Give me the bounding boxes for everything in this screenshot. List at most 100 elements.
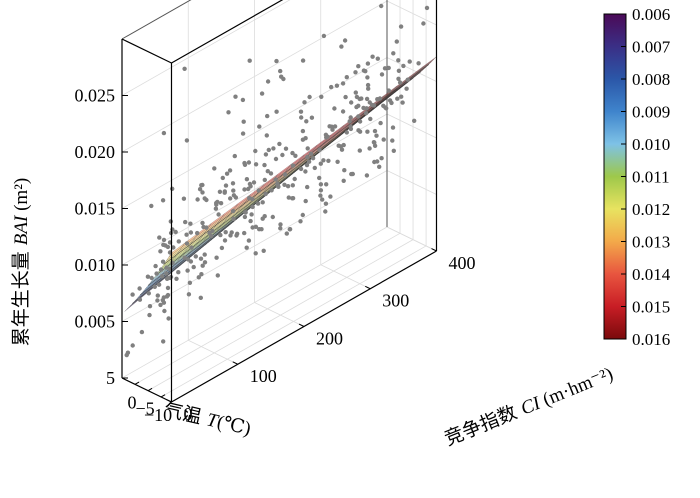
scatter-point xyxy=(372,128,378,134)
scatter-point xyxy=(356,103,361,109)
scatter-point xyxy=(279,74,284,79)
y-tick-label: 200 xyxy=(316,328,343,348)
scatter-point xyxy=(158,249,163,254)
scatter-point xyxy=(130,343,135,348)
z-tick-label: 5 xyxy=(106,368,115,388)
colorbar-tick-label: 0.011 xyxy=(632,168,670,187)
scatter-point xyxy=(158,267,164,272)
scatter-point xyxy=(394,39,399,44)
scatter-point xyxy=(278,68,283,74)
scatter-point xyxy=(364,173,370,178)
scatter-point xyxy=(300,212,305,218)
scatter-point xyxy=(233,195,239,200)
colorbar-tick-label: 0.012 xyxy=(632,200,670,219)
scatter-point xyxy=(154,271,159,276)
scatter-point xyxy=(164,271,169,276)
scatter-point xyxy=(293,153,298,158)
scatter-point xyxy=(407,59,412,64)
scatter-point xyxy=(244,245,249,250)
scatter-point xyxy=(400,100,405,105)
scatter-point xyxy=(377,164,382,169)
scatter-point xyxy=(161,300,167,305)
colorbar-tick-label: 0.013 xyxy=(632,233,670,252)
colorbar-tick-label: 0.015 xyxy=(632,298,670,317)
scatter-point xyxy=(290,163,296,168)
scatter-point xyxy=(412,118,417,124)
scatter-point xyxy=(264,133,269,138)
scatter-point xyxy=(357,119,363,124)
z-axis-label: 累年生长量 BAI (m²) xyxy=(10,178,32,346)
scatter-point xyxy=(305,184,310,190)
scatter-point xyxy=(161,237,167,243)
scatter-point xyxy=(323,201,329,206)
scatter-point xyxy=(318,193,323,198)
scatter-point xyxy=(265,79,271,84)
scatter-point xyxy=(334,83,340,88)
scatter-point xyxy=(290,196,295,201)
scatter-point xyxy=(188,259,194,264)
scatter-point xyxy=(299,115,304,120)
colorbar: 0.006 0.007 0.008 0.009 0.010 0.011 0.012 0.013… xyxy=(603,5,671,349)
scatter-point xyxy=(161,242,166,247)
scatter-point xyxy=(217,189,223,194)
scatter-point xyxy=(188,230,194,235)
colorbar-tick-label: 0.009 xyxy=(632,103,670,122)
axis-box xyxy=(121,0,437,378)
scatter-point xyxy=(391,148,396,153)
scatter-point xyxy=(343,94,348,100)
scatter-point xyxy=(176,270,181,275)
scatter-point xyxy=(188,221,193,226)
scatter-point xyxy=(195,230,200,236)
scatter-point xyxy=(340,81,346,86)
scatter-point xyxy=(273,177,278,182)
scatter-point xyxy=(401,63,406,69)
scatter-point xyxy=(230,181,236,186)
scatter-point xyxy=(216,212,221,217)
scatter-point xyxy=(171,245,176,250)
scatter-point xyxy=(195,197,200,202)
scatter-point xyxy=(363,69,368,74)
scatter-point xyxy=(186,292,192,297)
scatter-point xyxy=(328,194,333,199)
scatter-point xyxy=(390,138,395,143)
scatter-point xyxy=(318,188,324,193)
scatter-point xyxy=(153,263,158,269)
scatter-point xyxy=(379,156,384,161)
scatter-point xyxy=(262,177,267,183)
scatter-point xyxy=(277,141,282,147)
scatter-point xyxy=(263,152,269,157)
scatter-point xyxy=(372,140,377,145)
scatter-point xyxy=(384,106,389,111)
scatter-point xyxy=(326,158,331,163)
scatter-point xyxy=(364,106,369,111)
scatter-point xyxy=(340,109,346,114)
scatter-point xyxy=(298,219,303,224)
scatter-point xyxy=(228,196,233,201)
scatter-point xyxy=(365,82,371,88)
scatter-point xyxy=(321,33,327,39)
scatter-point xyxy=(370,54,375,59)
colorbar-tick-label: 0.016 xyxy=(632,330,670,349)
z-tick-label: 0.025 xyxy=(75,86,116,106)
y-tick-label: 0 xyxy=(183,404,192,424)
scatter-point xyxy=(349,100,354,105)
scatter-point xyxy=(161,130,167,136)
scatter-point xyxy=(335,159,340,164)
scatter-point xyxy=(231,188,236,193)
x-tick-labels: 0−5−10 xyxy=(128,381,172,425)
scatter-point xyxy=(193,254,198,259)
scatter-point xyxy=(215,273,220,278)
scatter-point xyxy=(165,285,171,291)
scatter-point xyxy=(265,113,270,119)
scatter-point xyxy=(259,227,264,232)
scatter-point xyxy=(164,265,169,270)
scatter-point xyxy=(241,119,246,124)
scatter-point xyxy=(341,178,346,183)
scatter-point xyxy=(266,147,271,153)
scatter-point xyxy=(223,230,228,235)
scatter-point xyxy=(397,80,403,85)
scatter-point xyxy=(332,106,337,111)
y-axis-label: 竞争指数 CI (m·hm⁻²) xyxy=(441,363,616,451)
scatter-points xyxy=(124,3,430,358)
